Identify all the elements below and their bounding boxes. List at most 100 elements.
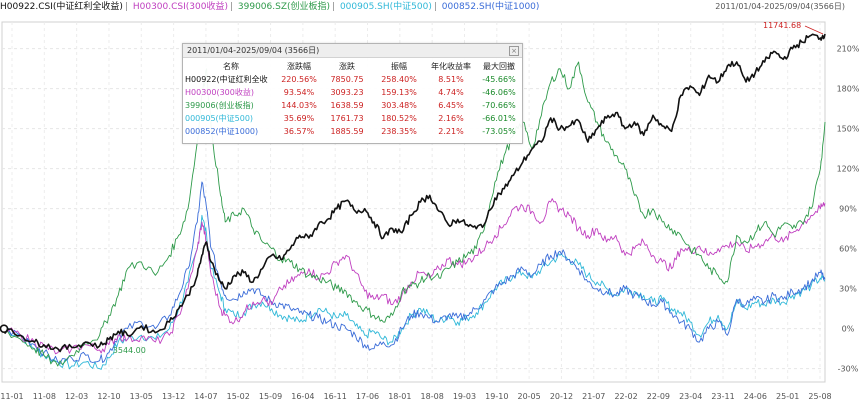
- stats-row-name: 000905(中证500): [185, 114, 254, 123]
- stats-header-row: 名称 涨跌幅 涨跌 振幅 年化收益率 最大回撤: [185, 60, 521, 73]
- stats-body: H00922(中证红利全收 220.56% 7850.75 258.40% 8.51% -…: [185, 73, 521, 138]
- header-item-h00922[interactable]: H00922.CSI(中证红利全收益): [0, 2, 123, 12]
- x-tick-label: 19-10: [485, 392, 508, 401]
- col-header-chg-pct: 涨跌幅: [287, 62, 311, 71]
- col-header-max-drawdown: 最大回撤: [483, 62, 515, 71]
- x-tick-label: 19-03: [453, 392, 476, 401]
- stats-cell-amp: 180.52%: [381, 114, 417, 123]
- stats-cell-maxdd: -45.66%: [482, 75, 516, 84]
- stats-cell-chg_pct: 35.69%: [283, 114, 315, 123]
- stats-cell-chg_pct: 144.03%: [281, 101, 317, 110]
- col-header-name: 名称: [223, 62, 239, 71]
- y-tick-label: 30%: [839, 285, 857, 294]
- stats-row: 399006(创业板指) 144.03% 1638.59 303.48% 6.45% -7…: [185, 99, 521, 112]
- x-tick-label: 22-02: [614, 392, 637, 401]
- header-item-000852[interactable]: 000852.SH(中证1000): [441, 2, 540, 12]
- x-tick-label: 24-06: [744, 392, 767, 401]
- stats-cell-maxdd: -46.06%: [482, 88, 516, 97]
- x-tick-label: 14-07: [194, 392, 217, 401]
- stats-table: 名称 涨跌幅 涨跌 振幅 年化收益率 最大回撤 H00922(中证红利全收 220…: [185, 60, 521, 138]
- col-header-chg: 涨跌: [339, 62, 355, 71]
- stats-row-name: H00922(中证红利全收: [185, 75, 268, 84]
- series-line-4: [1, 181, 826, 365]
- stats-cell-annual: 2.21%: [438, 127, 464, 136]
- stats-panel-title: 2011/01/04-2025/09/04 (3566日): [183, 44, 522, 58]
- series-line-2: [1, 61, 826, 367]
- x-tick-label: 18-01: [388, 392, 411, 401]
- x-tick-label: 11-01: [0, 392, 23, 401]
- stats-cell-maxdd: -70.66%: [482, 101, 516, 110]
- x-tick-label: 16-11: [324, 392, 347, 401]
- series-line-1: [1, 198, 826, 355]
- y-tick-label: -30%: [838, 365, 859, 374]
- stats-cell-chg: 3093.23: [330, 88, 364, 97]
- y-tick-label: 90%: [839, 205, 857, 214]
- stats-row: 000905(中证500) 35.69% 1761.73 180.52% 2.16% -6…: [185, 112, 521, 125]
- x-tick-label: 21-07: [582, 392, 605, 401]
- stats-row: H00300(300收益) 93.54% 3093.23 159.13% 4.74% -4…: [185, 86, 521, 99]
- stats-panel: 2011/01/04-2025/09/04 (3566日) × 名称 涨跌幅 涨…: [182, 43, 523, 144]
- x-tick-label: 18-08: [421, 392, 444, 401]
- x-tick-label: 17-06: [356, 392, 379, 401]
- x-axis-ticks: 11-01 11-08 12-03 12-10 13-05 13-12 14-07 15-02…: [0, 392, 831, 401]
- y-tick-label: 150%: [837, 125, 860, 134]
- stats-row: 000852(中证1000) 36.57% 1885.59 238.35% 2.21% -…: [185, 125, 521, 138]
- header-item-000905[interactable]: 000905.SH(中证500): [339, 2, 432, 12]
- col-header-annual-return: 年化收益率: [431, 62, 471, 71]
- stats-cell-chg_pct: 220.56%: [281, 75, 317, 84]
- stats-cell-chg_pct: 36.57%: [283, 127, 315, 136]
- stats-cell-chg: 7850.75: [330, 75, 364, 84]
- x-tick-label: 16-04: [291, 392, 314, 401]
- stats-cell-annual: 8.51%: [438, 75, 464, 84]
- series-line-0: [1, 33, 826, 353]
- x-tick-label: 22-09: [647, 392, 670, 401]
- start-point-marker: [0, 324, 9, 333]
- x-tick-label: 25-08: [808, 392, 831, 401]
- header-separator: |: [433, 2, 437, 12]
- x-tick-label: 13-12: [162, 392, 185, 401]
- x-tick-label: 15-09: [259, 392, 282, 401]
- stats-cell-maxdd: -66.01%: [482, 114, 516, 123]
- stats-cell-amp: 159.13%: [381, 88, 417, 97]
- x-tick-label: 20-05: [517, 392, 540, 401]
- header-item-399006[interactable]: 399006.SZ(创业板指): [237, 2, 331, 12]
- series-lines: [1, 33, 826, 370]
- x-tick-label: 25-01: [776, 392, 799, 401]
- header-separator: |: [332, 2, 336, 12]
- header-separator: |: [229, 2, 234, 12]
- y-tick-label: 120%: [837, 165, 860, 174]
- series-line-3: [1, 214, 826, 370]
- x-tick-label: 12-10: [97, 392, 120, 401]
- stats-row: H00922(中证红利全收 220.56% 7850.75 258.40% 8.51% -…: [185, 73, 521, 86]
- x-tick-label: 15-02: [227, 392, 250, 401]
- x-tick-label: 23-04: [679, 392, 702, 401]
- stats-cell-amp: 258.40%: [381, 75, 417, 84]
- stats-cell-chg: 1761.73: [330, 114, 364, 123]
- stats-cell-maxdd: -73.05%: [482, 127, 516, 136]
- y-axis-ticks: -30% 0% 30% 60% 90% 120% 150% 180% 210%: [837, 45, 860, 374]
- y-tick-label: 210%: [837, 45, 860, 54]
- y-tick-label: 0%: [842, 325, 855, 334]
- max-value-pointer: [804, 25, 824, 35]
- x-tick-label: 12-03: [65, 392, 88, 401]
- stats-cell-amp: 303.48%: [381, 101, 417, 110]
- stats-cell-annual: 4.74%: [438, 88, 464, 97]
- stats-cell-amp: 238.35%: [381, 127, 417, 136]
- x-tick-label: 13-05: [130, 392, 153, 401]
- col-header-amplitude: 振幅: [391, 62, 407, 71]
- header-item-h00300[interactable]: H00300.CSI(300收益): [132, 2, 228, 12]
- x-tick-label: 23-11: [711, 392, 734, 401]
- max-value-label: 11741.68: [763, 21, 801, 30]
- stats-row-name: 000852(中证1000): [185, 127, 259, 136]
- stats-cell-chg: 1638.59: [330, 101, 364, 110]
- close-icon[interactable]: ×: [509, 46, 519, 56]
- y-tick-label: 60%: [839, 245, 857, 254]
- stats-cell-chg_pct: 93.54%: [283, 88, 315, 97]
- header-separator: |: [124, 2, 128, 12]
- min-value-label: 3544.00: [113, 346, 146, 355]
- stats-cell-annual: 6.45%: [438, 101, 464, 110]
- x-tick-label: 20-12: [550, 392, 573, 401]
- date-range-label: 2011/01/04-2025/09/04(3566日): [715, 2, 845, 11]
- series-header: H00922.CSI(中证红利全收益) | H00300.CSI(300收益) | …: [0, 0, 865, 14]
- stats-row-name: H00300(300收益): [185, 88, 254, 97]
